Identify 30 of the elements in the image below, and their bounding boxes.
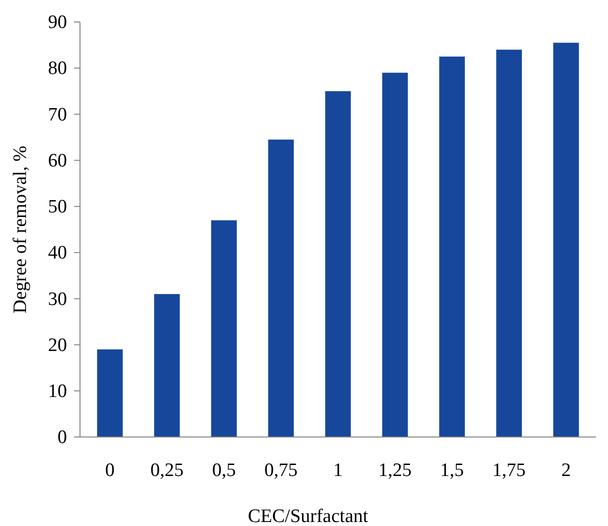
y-tick-label: 50 [48, 196, 67, 218]
x-tick-label: 0 [105, 460, 115, 482]
x-tick-label: 0,25 [150, 460, 184, 482]
x-axis-title: CEC/Surfactant [248, 506, 369, 526]
bar [496, 50, 522, 437]
x-tick-label: 1 [333, 460, 343, 482]
x-tick-label: 0,5 [212, 460, 236, 482]
y-axis-title: Degree of removal, % [10, 145, 31, 314]
x-tick-label: 0,75 [264, 460, 298, 482]
y-tick-label: 0 [58, 427, 67, 448]
bar [154, 294, 180, 437]
bar [97, 349, 123, 437]
y-tick-label: 20 [48, 334, 67, 356]
x-tick-label: 1,5 [440, 460, 464, 482]
y-tick-label: 40 [48, 242, 67, 264]
bar [553, 42, 579, 437]
y-tick-label: 10 [48, 380, 67, 402]
x-tick-label: 1,25 [378, 460, 412, 482]
y-tick-label: 60 [48, 150, 67, 172]
x-tick-label: 2 [561, 460, 571, 482]
bar [268, 140, 294, 437]
bar [439, 56, 465, 437]
y-tick-label: 90 [48, 12, 67, 34]
x-tick-label: 1,75 [492, 460, 526, 482]
y-tick-label: 80 [48, 58, 67, 80]
bar [211, 220, 237, 437]
y-tick-label: 30 [48, 288, 67, 310]
y-tick-label: 70 [48, 104, 67, 126]
bar [325, 91, 351, 437]
bar [382, 72, 408, 437]
